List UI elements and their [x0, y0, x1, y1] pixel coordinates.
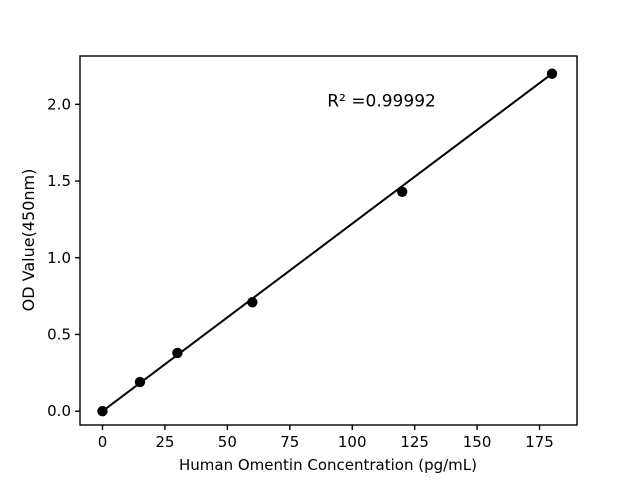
data-point [396, 186, 408, 197]
x-tick-label: 100 [338, 433, 367, 451]
x-axis-label: Human Omentin Concentration (pg/mL) [179, 456, 477, 474]
chart-content: 0 25 50 75 100 125 150 175 0.0 0.5 1.0 1.5 2.0 [47, 68, 558, 451]
y-axis-label: OD Value(450nm) [19, 169, 38, 312]
data-point [546, 68, 558, 79]
y-tick-label: 0.0 [47, 402, 71, 420]
y-tick-label: 2.0 [47, 95, 71, 113]
r-squared-annotation: R² =0.99992 [327, 92, 436, 112]
x-tick-label: 75 [280, 433, 299, 451]
y-tick-label: 1.0 [47, 249, 71, 267]
x-tick-label: 125 [400, 433, 429, 451]
x-tick-label: 175 [525, 433, 554, 451]
x-tick-label: 25 [155, 433, 174, 451]
x-tick-label: 150 [463, 433, 492, 451]
y-tick-label: 0.5 [47, 325, 71, 343]
fit-line [101, 72, 553, 412]
x-tick-label: 50 [218, 433, 237, 451]
data-point [134, 376, 146, 388]
data-point [97, 405, 108, 417]
x-tick-label: 0 [98, 433, 108, 451]
data-point [172, 347, 183, 359]
y-tick-label: 1.5 [47, 172, 71, 190]
data-point [247, 297, 258, 308]
plot-area-border [79, 55, 578, 426]
